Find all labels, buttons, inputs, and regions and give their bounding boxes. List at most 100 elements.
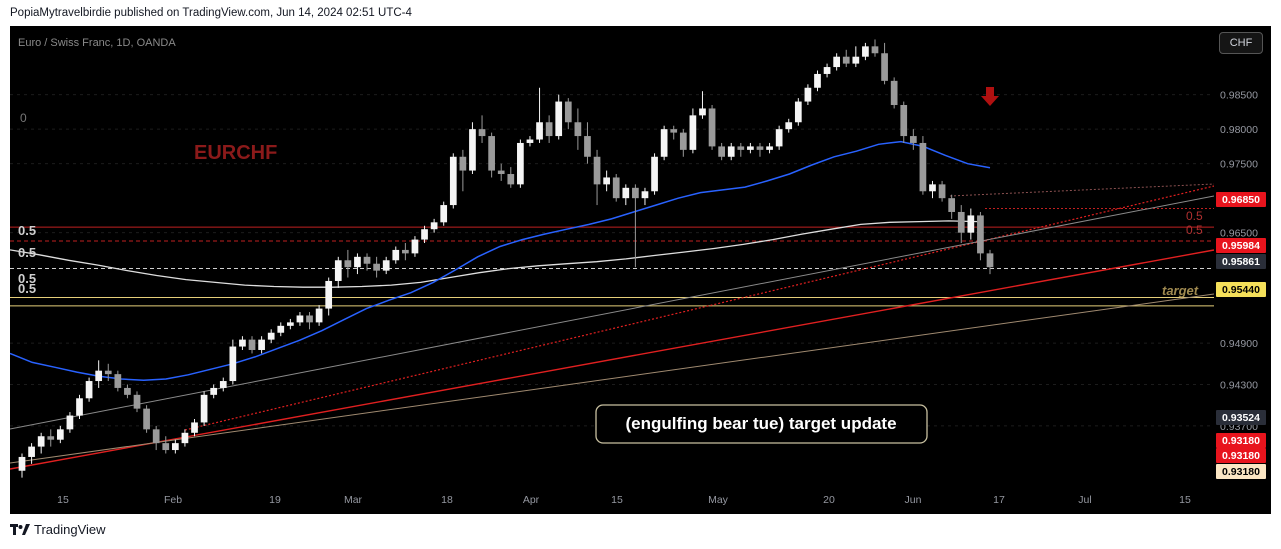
candle-body: [181, 432, 189, 444]
candle-body: [584, 136, 591, 157]
candle-body: [449, 156, 457, 206]
candle-body: [862, 46, 869, 57]
candle-body: [622, 187, 630, 199]
candle-body: [699, 108, 706, 116]
trendline-gray-3: [949, 183, 1215, 197]
price-badge: 0.93180: [1216, 448, 1266, 463]
candle-body: [382, 260, 390, 271]
candle-body: [938, 184, 946, 199]
y-tick-label: 0.96500: [1220, 228, 1258, 240]
currency-button[interactable]: CHF: [1219, 32, 1263, 54]
fib-label: 0.5: [18, 223, 36, 238]
price-chart[interactable]: 0 0.5 0.5 0.5 0.5 0.5 0.5 Euro / Swiss F…: [10, 26, 1271, 514]
svg-text:0.95861: 0.95861: [1222, 256, 1260, 268]
candle-body: [334, 260, 342, 281]
horizontal-levels: [10, 208, 1214, 307]
trendline-gray-2: [10, 293, 1215, 464]
candle-body: [162, 443, 170, 451]
candle-body: [603, 177, 610, 185]
price-badge: 0.96850: [1216, 192, 1266, 207]
price-badge: 0.93180: [1216, 464, 1266, 479]
candle-body: [890, 80, 898, 106]
svg-text:0.96850: 0.96850: [1222, 194, 1260, 206]
callout-box: (engulfing bear tue) target update: [595, 404, 928, 444]
candle-body: [737, 146, 745, 150]
candle-body: [392, 249, 400, 261]
x-tick-label: May: [708, 494, 729, 506]
svg-text:0.93180: 0.93180: [1222, 435, 1260, 447]
candle-body: [143, 408, 150, 430]
x-tick-labels: 15 Feb 19 Mar 18 Apr 15 May 20 Jun 17 Jul 15: [57, 494, 1191, 506]
candle-body: [756, 146, 764, 150]
y-tick-label: 0.97500: [1220, 159, 1258, 171]
tradingview-logo-icon: [10, 523, 30, 535]
candle-body: [632, 187, 639, 199]
candle-body: [804, 87, 812, 102]
candle-body: [56, 429, 64, 440]
candle-body: [727, 146, 735, 157]
x-tick-label: 17: [993, 494, 1005, 506]
candle-body: [555, 101, 563, 137]
candle-body: [124, 387, 131, 395]
candle-body: [488, 136, 495, 171]
price-badge: 0.95440: [1216, 282, 1266, 297]
svg-text:0.93180: 0.93180: [1222, 466, 1260, 478]
candle-body: [411, 239, 419, 254]
candle-body: [526, 139, 534, 143]
candle-body: [287, 322, 294, 326]
candle-body: [258, 339, 265, 350]
candle-body: [852, 56, 860, 64]
candle-body: [133, 394, 141, 409]
candle-body: [315, 308, 323, 323]
x-tick-label: Jun: [905, 494, 922, 506]
candle-body: [28, 446, 35, 457]
symbol-annotation: EURCHF: [194, 142, 277, 164]
candle-body: [152, 429, 160, 444]
price-badge: 0.93180: [1216, 433, 1266, 448]
target-label: target: [1162, 283, 1199, 298]
price-badge: 0.93524: [1216, 410, 1266, 425]
candle-body: [18, 456, 26, 471]
candle-body: [325, 280, 333, 309]
candle-body: [37, 436, 45, 447]
price-badge: 0.95861: [1216, 254, 1266, 269]
y-tick-label: 0.94300: [1220, 379, 1258, 391]
candle-body: [344, 260, 352, 268]
chart-title: Euro / Swiss Franc, 1D, OANDA: [18, 37, 176, 49]
candle-body: [833, 56, 841, 68]
ma-white-line: [10, 220, 979, 288]
candle-body: [219, 381, 227, 388]
x-tick-label: 15: [57, 494, 69, 506]
fib-label: 0: [20, 111, 27, 125]
candle-body: [948, 198, 956, 212]
candle-body: [229, 346, 237, 382]
time-axis[interactable]: [10, 488, 1271, 514]
candle-body: [85, 381, 93, 399]
y-tick-label: 0.94900: [1220, 338, 1258, 350]
x-tick-label: 18: [441, 494, 453, 506]
candle-body: [900, 105, 908, 137]
price-axis[interactable]: [1214, 26, 1271, 514]
y-tick-label: 0.98000: [1220, 124, 1258, 136]
candle-body: [679, 132, 687, 150]
candle-body: [507, 174, 515, 185]
svg-text:0.95440: 0.95440: [1222, 284, 1260, 296]
trendline-red-main: [10, 249, 1215, 470]
candle-body: [76, 398, 83, 416]
x-tick-label: Apr: [523, 494, 540, 506]
candle-body: [104, 370, 112, 375]
candle-body: [641, 191, 649, 199]
candle-body: [689, 115, 697, 150]
candle-body: [497, 170, 505, 175]
candle-body: [421, 229, 428, 240]
ma-blue-line: [10, 140, 991, 382]
svg-text:0.95984: 0.95984: [1222, 240, 1260, 252]
chart-frame[interactable]: 0 0.5 0.5 0.5 0.5 0.5 0.5 Euro / Swiss F…: [10, 26, 1271, 514]
candle-body: [306, 315, 313, 323]
x-tick-label: Mar: [344, 494, 363, 506]
candle-body: [986, 253, 994, 268]
candle-body: [239, 339, 246, 347]
svg-text:0.93180: 0.93180: [1222, 450, 1260, 462]
candle-body: [718, 146, 725, 157]
candle-body: [248, 339, 256, 350]
